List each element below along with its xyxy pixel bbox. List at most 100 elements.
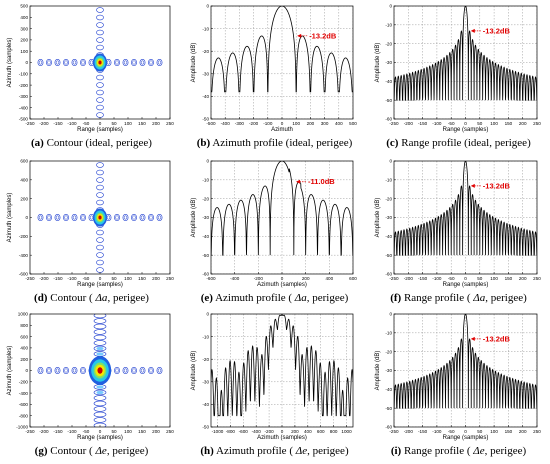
- x-tick-label: -50: [448, 121, 455, 126]
- caption-letter: (g): [34, 445, 48, 457]
- x-tick-label: 150: [505, 276, 513, 281]
- caption-text: Azimuth profile (: [216, 445, 293, 457]
- y-tick-label: -40: [385, 234, 392, 239]
- contour-sidelobe-range: [63, 58, 69, 66]
- plot-area: [211, 161, 353, 274]
- y-tick-label: -20: [385, 349, 392, 354]
- contour-sidelobe-range-inner: [47, 368, 51, 373]
- caption-letter: (d): [34, 292, 48, 304]
- contour-sidelobe-azimuth: [96, 244, 104, 251]
- y-tick-label: -20: [202, 49, 209, 54]
- annotation-label: -13.2dB: [309, 31, 337, 40]
- y-tick-label: -500: [19, 117, 29, 122]
- chart-d: -250 -200 -150 -100 -50 0 50 100 150 200 250 600 400…: [7, 159, 174, 288]
- x-tick-label: 0: [99, 276, 102, 281]
- contour-sidelobe-range-inner: [81, 368, 85, 373]
- y-tick-label: -600: [19, 272, 29, 277]
- contour-sidelobe-range-inner: [157, 368, 162, 373]
- caption-text-end: , perigee): [106, 445, 149, 457]
- x-tick-label: 50: [477, 276, 483, 281]
- x-tick-label: -250: [389, 121, 399, 126]
- contour-sidelobe-range-inner: [81, 215, 85, 220]
- contour-sidelobe-range: [46, 366, 52, 374]
- contour-sidelobe-range: [122, 214, 129, 222]
- contour-sidelobe-range: [37, 214, 44, 222]
- annotation-label: -13.2dB: [483, 26, 511, 35]
- x-tick-label: 250: [166, 121, 174, 126]
- caption-text: Azimuth profile (: [215, 292, 293, 304]
- x-tick-label: 100: [292, 121, 300, 126]
- caption-d: (d) Contour ( Δa, perigee): [0, 292, 183, 304]
- plot-area: [394, 314, 537, 427]
- contour-sidelobe-range-inner: [72, 368, 77, 373]
- contour-sidelobe-range: [80, 58, 86, 66]
- profile-series-line: [394, 6, 537, 101]
- x-tick-label: 100: [490, 121, 498, 126]
- x-tick-label: 0: [281, 121, 284, 126]
- contour-sidelobe-azimuth: [96, 184, 104, 191]
- annotation-arrowhead: [470, 336, 475, 341]
- x-tick-label: 50: [111, 429, 117, 434]
- y-tick-label: -10: [202, 26, 209, 31]
- y-axis-label: Amplitude (dB): [191, 351, 197, 391]
- x-tick-label: -800: [226, 429, 236, 434]
- contour-sidelobe-azimuth: [96, 14, 104, 21]
- contour-peak: [98, 60, 102, 65]
- y-tick-label: 0: [389, 4, 392, 9]
- contour-sidelobe-range: [80, 214, 86, 222]
- contour-sidelobe-range: [122, 58, 129, 66]
- plot-area: [394, 6, 537, 119]
- y-tick-label: 400: [20, 15, 28, 20]
- contour-sidelobe-range-inner: [149, 368, 153, 373]
- contour-sidelobe-azimuth: [93, 314, 107, 319]
- contour-sidelobe-azimuth: [96, 229, 104, 236]
- y-tick-label: -60: [385, 425, 392, 430]
- contour-sidelobe-range-inner: [123, 60, 128, 65]
- contour-sidelobe-range: [37, 58, 44, 66]
- caption-letter: (f): [390, 292, 402, 304]
- x-tick-label: -150: [418, 429, 428, 434]
- contour-sidelobe-range: [63, 366, 69, 374]
- y-tick-label: -30: [385, 368, 392, 373]
- contour-sidelobe-azimuth: [93, 389, 107, 396]
- contour-sidelobe-range: [148, 58, 154, 66]
- contour-sidelobe-range-inner: [64, 60, 68, 65]
- x-tick-label: -250: [389, 429, 399, 434]
- contour-sidelobe-range-inner: [140, 60, 145, 65]
- plot-area: [394, 161, 537, 274]
- x-tick-label: 600: [349, 276, 357, 281]
- contour-sidelobe-range: [148, 214, 154, 222]
- chart-f: -13.2dB-250 -200 -150 -100 -50 0 50 100 150 200 25…: [375, 159, 541, 288]
- y-tick-label: -10: [385, 178, 392, 183]
- x-tick-label: -150: [418, 121, 428, 126]
- y-tick-label: -10: [202, 178, 209, 183]
- contour-sidelobe-range-inner: [132, 215, 136, 220]
- y-tick-label: 0: [389, 159, 392, 164]
- contour-sidelobe-azimuth-fill: [96, 385, 104, 389]
- caption-f: (f) Range profile ( Δa, perigee): [367, 292, 550, 304]
- caption-g: (g) Contour ( Δe, perigee): [0, 445, 183, 457]
- x-tick-label: 100: [490, 429, 498, 434]
- caption-b: (b) Azimuth profile (ideal, perigee): [183, 137, 366, 149]
- y-tick-label: -50: [202, 117, 209, 122]
- contour-sidelobe-range: [114, 214, 120, 222]
- x-axis-label: Azimuth (samples): [257, 282, 307, 288]
- contour-sidelobe-range-inner: [149, 60, 153, 65]
- x-tick-label: -200: [39, 429, 49, 434]
- x-tick-label: -250: [25, 121, 35, 126]
- x-axis-label: Range (samples): [77, 435, 123, 441]
- profile-series-line: [394, 161, 537, 256]
- x-tick-label: -250: [25, 429, 35, 434]
- x-tick-label: 0: [281, 429, 284, 434]
- contour-sidelobe-azimuth: [96, 7, 104, 13]
- contour-sidelobe-azimuth: [93, 400, 107, 407]
- x-tick-label: 150: [138, 429, 146, 434]
- x-tick-label: -100: [67, 121, 77, 126]
- contour-sidelobe-range: [80, 366, 86, 374]
- y-axis-label: Azimuth (samples): [7, 193, 13, 243]
- annotation-label: -11.0dB: [308, 177, 335, 186]
- caption-letter: (c): [386, 137, 399, 149]
- contour-sidelobe-azimuth: [93, 395, 107, 401]
- x-tick-label: -100: [67, 276, 77, 281]
